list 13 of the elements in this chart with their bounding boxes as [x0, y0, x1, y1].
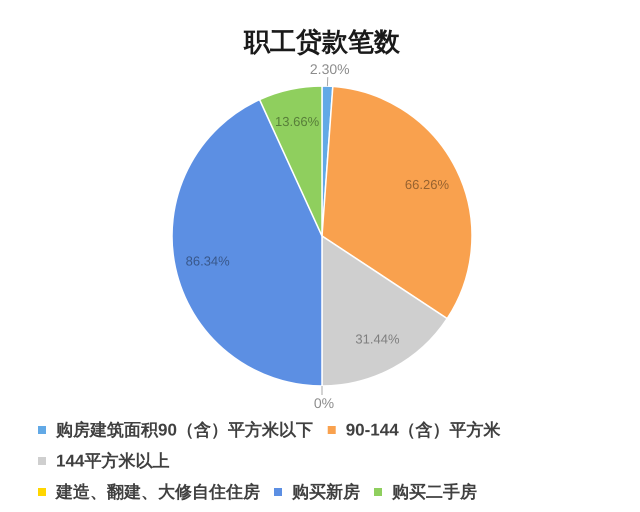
legend-label: 90-144（含）平方米	[346, 420, 502, 440]
legend-label: 购房建筑面积90（含）平方米以下	[55, 420, 313, 440]
data-label: 31.44%	[355, 332, 400, 347]
legend-label: 建造、翻建、大修自住住房	[54, 482, 260, 502]
data-label: 2.30%	[310, 61, 350, 78]
chart-title: 职工贷款笔数	[243, 28, 401, 56]
legend-label: 购买二手房	[391, 482, 477, 502]
data-label: 13.66%	[275, 114, 320, 130]
legend-label: 144平方米以上	[56, 452, 170, 470]
text: 0%	[314, 395, 334, 411]
legend-label: 购买新房	[291, 482, 360, 502]
data-label: 86.34%	[186, 253, 230, 268]
data-label: 66.26%	[404, 176, 450, 192]
